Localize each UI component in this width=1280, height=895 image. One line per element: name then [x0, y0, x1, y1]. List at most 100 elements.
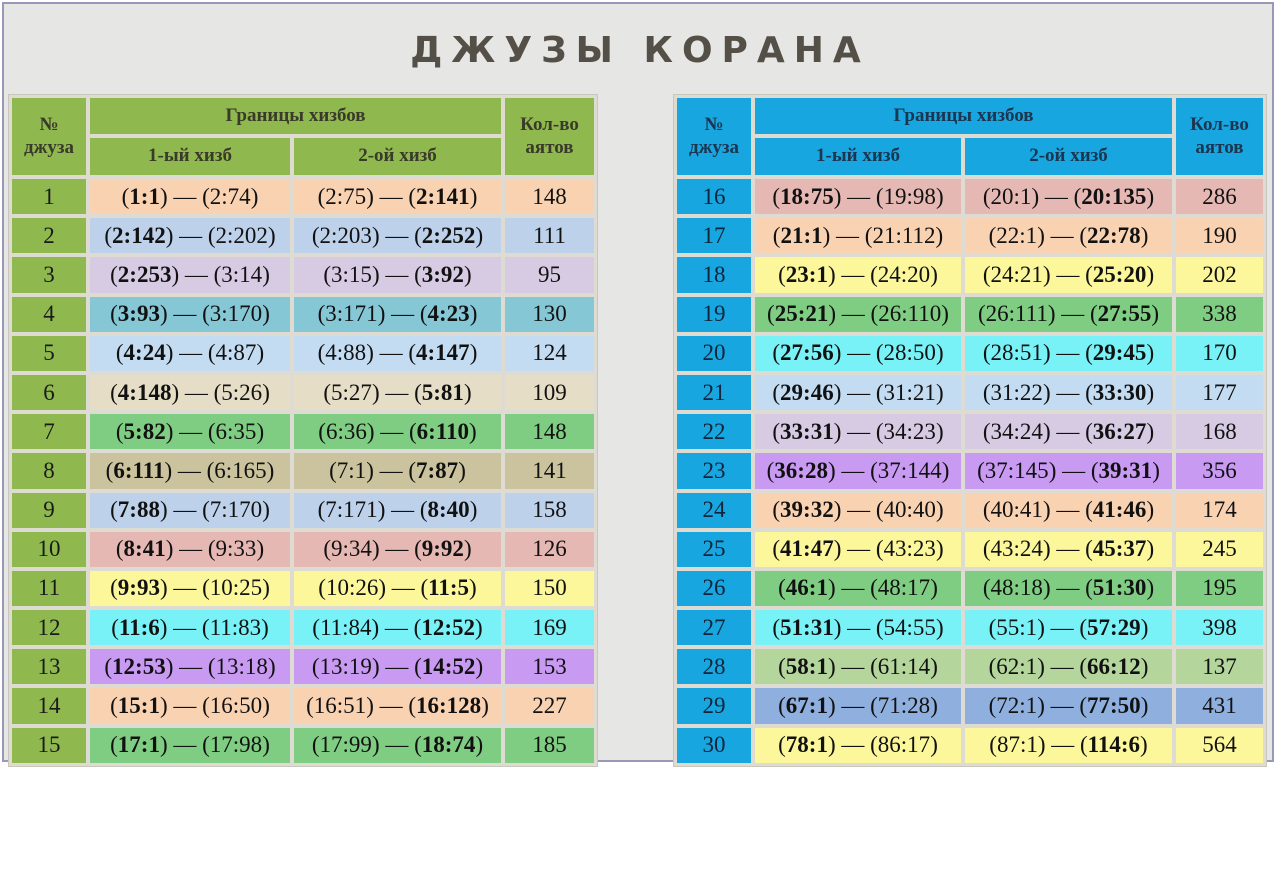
paren: (: [110, 301, 118, 327]
juz-number-cell: 20: [677, 335, 751, 371]
paren: ): [262, 575, 270, 601]
range-start: 33:31: [780, 418, 834, 444]
range-start: 51:31: [780, 614, 834, 640]
hizb-2-cell: (9:34) — (9:92): [294, 531, 501, 567]
range-end: 43:23: [883, 536, 936, 562]
paren: ): [463, 261, 472, 287]
range-dash: ) — (: [165, 222, 216, 248]
ayat-count-cell: 245: [1176, 531, 1263, 567]
range-dash: ) — (: [822, 222, 873, 248]
header-ayat-count-line2: аятов: [1195, 136, 1244, 158]
ayat-count-cell: 195: [1176, 570, 1263, 607]
range-end: 28:50: [883, 340, 936, 366]
range-end: 66:12: [1087, 653, 1141, 679]
paren: (: [104, 222, 113, 248]
juz-number-cell: 10: [12, 531, 86, 567]
range-start: 15:1: [117, 693, 160, 719]
range-start: 5:82: [123, 418, 166, 444]
hizb-2-cell: (87:1) — (114:6): [965, 727, 1172, 763]
juz-number-cell: 8: [12, 453, 86, 489]
hizb-2-cell: (34:24) — (36:27): [965, 414, 1172, 450]
juz-table-right: № джуза Границы хизбов Кол-во аятов 1-ый…: [673, 94, 1267, 767]
hizb-1-cell: (8:41) — (9:33): [90, 531, 290, 567]
paren: (: [104, 653, 113, 679]
range-dash: ) — (: [159, 183, 210, 209]
header-ayat-count-line1: Кол-во: [1190, 113, 1249, 135]
paren: (: [115, 536, 124, 562]
range-end: 16:128: [416, 693, 482, 719]
paren: (: [772, 614, 781, 640]
paren: (: [323, 261, 332, 287]
ayat-count-cell: 170: [1176, 335, 1263, 371]
hizb-2-cell: (22:1) — (22:78): [965, 218, 1172, 254]
range-dash: ) — (: [1037, 732, 1088, 758]
range-start: 7:1: [336, 457, 367, 483]
paren: ): [1146, 497, 1155, 523]
hizb-2-cell: (24:21) — (25:20): [965, 257, 1172, 293]
range-end: 7:170: [209, 497, 263, 523]
juz-number-cell: 29: [677, 688, 751, 724]
range-dash: ) — (: [828, 301, 879, 327]
paren: (: [317, 497, 326, 523]
paren: (: [317, 340, 326, 366]
range-start: 20:1: [990, 183, 1032, 209]
paren: ): [256, 418, 265, 444]
range-start: 37:145: [984, 457, 1049, 483]
range-start: 8:41: [123, 536, 166, 562]
paren: ): [463, 536, 472, 562]
range-dash: ) — (: [833, 418, 884, 444]
paren: (: [772, 183, 781, 209]
range-dash: ) — (: [833, 614, 884, 640]
range-dash: ) — (: [1047, 301, 1098, 327]
ayat-count-cell: 141: [505, 453, 594, 489]
range-end: 8:40: [427, 497, 470, 523]
paren: (: [311, 222, 320, 248]
range-start: 87:1: [996, 732, 1038, 758]
range-end: 6:110: [416, 418, 470, 444]
hizb-2-cell: (48:18) — (51:30): [965, 570, 1172, 607]
header-hizb-2: 2-ой хизб: [294, 138, 501, 175]
range-end: 71:28: [877, 693, 931, 719]
juz-number-cell: 15: [12, 727, 86, 763]
paren: (: [988, 614, 997, 640]
range-end: 16:50: [209, 693, 263, 719]
hizb-2-cell: (17:99) — (18:74): [294, 727, 501, 763]
juz-number-cell: 30: [677, 727, 751, 763]
hizb-1-cell: (18:75) — (19:98): [755, 179, 961, 215]
range-end: 2:74: [209, 183, 251, 209]
paren: ): [262, 301, 270, 327]
range-end: 4:87: [215, 340, 257, 366]
hizb-2-cell: (7:1) — (7:87): [294, 453, 501, 489]
hizb-2-cell: (3:15) — (3:92): [294, 257, 501, 293]
paren: (: [121, 183, 130, 209]
range-end: 5:81: [421, 379, 464, 405]
ayat-count-cell: 398: [1176, 610, 1263, 646]
paren: (: [778, 732, 786, 758]
juz-number-cell: 19: [677, 296, 751, 332]
hizb-2-cell: (31:22) — (33:30): [965, 374, 1172, 411]
range-start: 13:19: [319, 653, 372, 679]
ayat-count-cell: 124: [505, 335, 594, 371]
range-dash: ) — (: [371, 732, 422, 758]
range-start: 16:51: [313, 693, 367, 719]
range-end: 10:25: [209, 575, 263, 601]
paren: ): [1146, 575, 1155, 601]
range-dash: ) — (: [833, 497, 884, 523]
juz-number-cell: 12: [12, 610, 86, 646]
hizb-1-cell: (4:24) — (4:87): [90, 335, 290, 371]
hizb-1-cell: (3:93) — (3:170): [90, 296, 290, 332]
range-start: 41:47: [780, 536, 834, 562]
range-start: 46:1: [785, 575, 828, 601]
paren: (: [778, 653, 786, 679]
range-start: 78:1: [785, 732, 828, 758]
range-dash: ) — (: [366, 457, 417, 483]
range-dash: ) — (: [1037, 222, 1088, 248]
hizb-1-cell: (29:46) — (31:21): [755, 374, 961, 411]
hizb-2-cell: (2:203) — (2:252): [294, 218, 501, 254]
paren: ): [475, 614, 483, 640]
ayat-count-cell: 185: [505, 727, 594, 763]
range-start: 11:84: [319, 614, 372, 640]
paren: ): [267, 222, 276, 248]
range-start: 27:56: [780, 340, 834, 366]
hizb-1-cell: (21:1) — (21:112): [755, 218, 961, 254]
